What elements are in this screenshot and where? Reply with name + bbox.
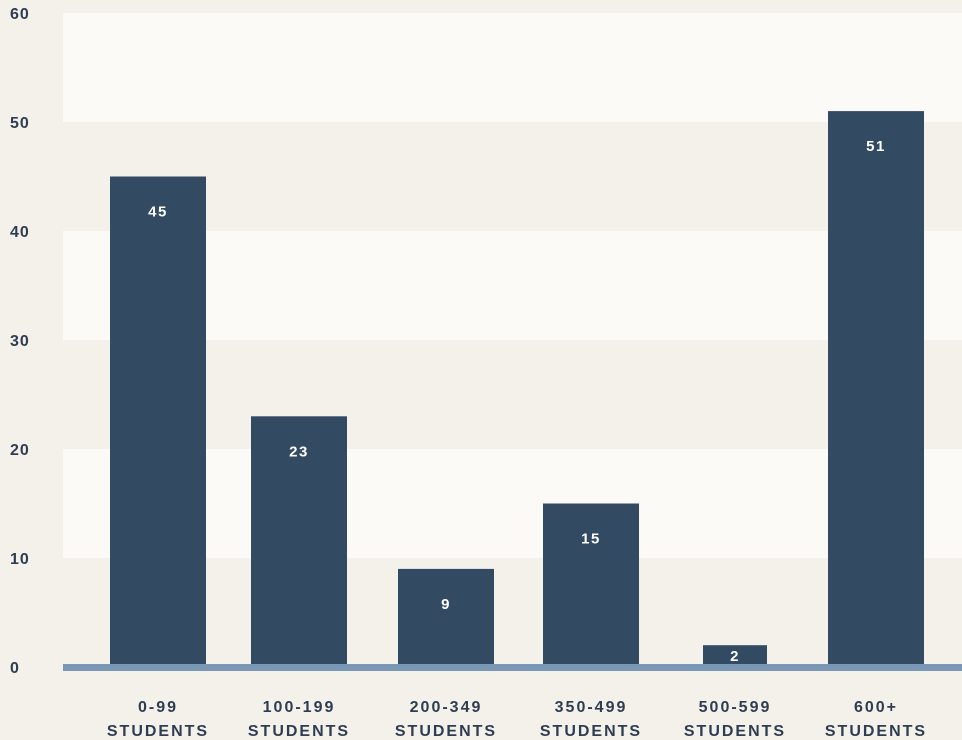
x-axis-baseline	[63, 664, 962, 671]
x-tick-label: STUDENTS	[684, 723, 786, 740]
grid-band	[63, 13, 962, 122]
x-tick-label: 500-599	[699, 699, 772, 716]
y-tick-label: 60	[10, 6, 30, 23]
grid-bands	[63, 13, 962, 667]
y-tick-label: 50	[10, 115, 30, 132]
data-label: 15	[581, 531, 601, 548]
y-tick-label: 0	[10, 660, 20, 677]
data-label: 45	[148, 204, 168, 221]
bar	[110, 176, 206, 667]
x-tick-label: 100-199	[263, 699, 336, 716]
grid-band	[63, 449, 962, 558]
x-tick-label: STUDENTS	[248, 723, 350, 740]
grid-band	[63, 231, 962, 340]
x-tick-label: STUDENTS	[540, 723, 642, 740]
bar	[703, 645, 767, 667]
y-tick-label: 40	[10, 224, 30, 241]
baseline	[63, 664, 962, 671]
bar	[398, 568, 494, 667]
x-axis-labels: 0-99 STUDENTS 100-199 STUDENTS 200-349 STUDEN…	[107, 699, 927, 740]
bar	[251, 416, 347, 667]
x-tick-label: 200-349	[410, 699, 483, 716]
x-tick-label: STUDENTS	[107, 723, 209, 740]
grid-band	[63, 558, 962, 667]
data-label: 51	[866, 138, 886, 155]
x-tick-label: 600+	[854, 699, 898, 716]
grid-band	[63, 340, 962, 449]
data-label: 9	[441, 596, 451, 613]
data-labels: 45 23 9 15 2 51	[148, 138, 886, 665]
x-tick-label: 350-499	[555, 699, 628, 716]
y-tick-label: 20	[10, 442, 30, 459]
bar	[828, 111, 924, 668]
x-tick-label: STUDENTS	[395, 723, 497, 740]
x-tick-label: 0-99	[138, 699, 178, 716]
y-tick-label: 10	[10, 551, 30, 568]
bar-series	[110, 111, 924, 668]
y-tick-label: 30	[10, 333, 30, 350]
grid-band	[63, 122, 962, 231]
x-tick-label: STUDENTS	[825, 723, 927, 740]
data-label: 23	[289, 443, 309, 460]
y-axis-ticks: 0 10 20 30 40 50 60	[10, 6, 30, 677]
bar	[543, 503, 639, 667]
data-label: 2	[730, 648, 740, 665]
